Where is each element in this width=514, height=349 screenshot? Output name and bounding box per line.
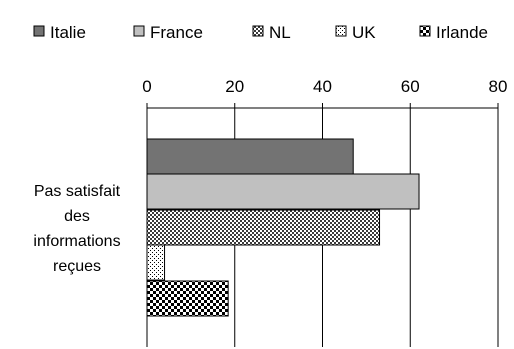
bar-nl	[146, 209, 381, 246]
x-tick-label: 60	[401, 77, 420, 96]
chart-legend: Italie France NL UK Irlande	[33, 23, 488, 42]
category-label: Pas satisfait des informations reçues	[33, 183, 120, 275]
x-axis-ticks: 0 20 40 60 80	[142, 77, 507, 108]
legend-label: France	[150, 23, 203, 42]
legend-swatch	[252, 25, 264, 37]
legend-swatch	[419, 25, 431, 37]
bar-france	[146, 173, 420, 210]
bar-uk	[146, 244, 166, 281]
bar-italie	[146, 138, 354, 175]
legend-label: Italie	[50, 23, 86, 42]
legend-label: NL	[269, 23, 291, 42]
legend-item-france: France	[133, 23, 203, 42]
bar-irlande	[146, 280, 229, 317]
legend-item-italie: Italie	[33, 23, 86, 42]
category-label-line: Pas satisfait	[34, 183, 121, 200]
category-label-line: des	[64, 208, 90, 225]
x-tick-label: 0	[142, 77, 151, 96]
legend-swatch	[33, 25, 45, 37]
x-tick-label: 80	[489, 77, 508, 96]
legend-item-nl: NL	[252, 23, 291, 42]
legend-item-uk: UK	[335, 23, 376, 42]
legend-label: Irlande	[436, 23, 488, 42]
legend-item-irlande: Irlande	[419, 23, 488, 42]
legend-swatch	[133, 25, 145, 37]
category-label-line: informations	[33, 233, 120, 250]
x-tick-label: 20	[225, 77, 244, 96]
category-label-line: reçues	[53, 258, 101, 275]
legend-swatch	[335, 25, 347, 37]
legend-label: UK	[352, 23, 376, 42]
x-tick-label: 40	[313, 77, 332, 96]
chart-bars	[146, 138, 420, 317]
